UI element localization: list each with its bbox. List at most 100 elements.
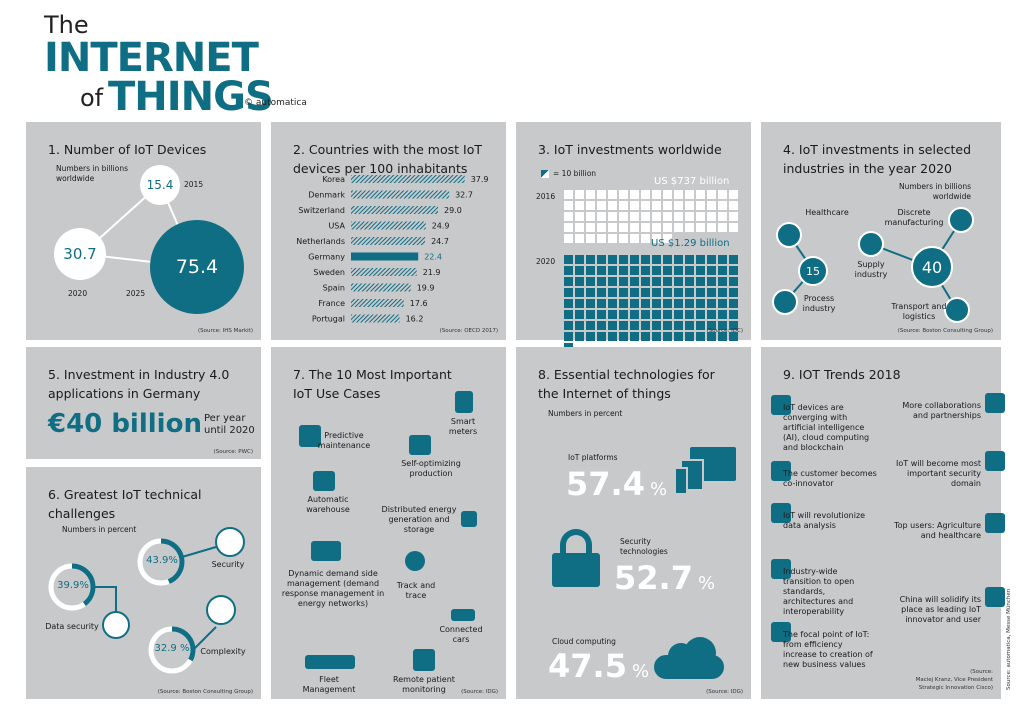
investment-square [619,288,628,297]
investment-square [729,266,738,275]
investment-square [674,255,683,264]
bar [351,299,404,307]
trend-text: The focal point of IoT: from efficiency … [783,630,873,669]
investment-square [652,277,661,286]
investment-square [586,234,595,243]
value-complexity: 32.9 % [154,643,190,654]
investment-square [674,321,683,330]
cloud-icon [654,637,724,679]
investment-square [619,212,628,221]
investment-square [564,299,573,308]
bar-label: Spain [323,284,345,293]
investment-square [641,255,650,264]
bar-label: Denmark [308,191,345,200]
investment-square [586,332,595,341]
investment-square [718,277,727,286]
investment-square [564,234,573,243]
investment-square [619,234,628,243]
source: (Source: IHS Markit) [197,328,253,334]
investment-square [630,310,639,319]
investment-square [729,223,738,232]
warehouse-icon [313,471,335,491]
charging-car-icon [311,541,341,561]
investment-square [707,288,716,297]
investment-square [718,310,727,319]
investment-square [729,277,738,286]
label-supply: Supply industry [854,260,888,279]
investment-square [652,223,661,232]
copyright: © automatica [244,98,307,108]
bubble-2020: 30.7 [54,228,106,280]
robot-arm-icon [948,207,974,233]
bar-value: 29.0 [444,206,462,215]
panel-challenges: 6. Greatest IoT technical challenges Num… [26,467,261,699]
investment-square [707,299,716,308]
label-complexity: Complexity [200,647,246,656]
medical-icon [413,649,435,671]
investment-square [586,201,595,210]
panel-use-cases: 7. The 10 Most Important IoT Use Cases P… [271,347,506,699]
trend-icon [771,622,791,642]
devices-icon [674,447,736,497]
value-data-security: 39.9% [57,580,89,591]
panel-title: 1. Number of IoT Devices [48,142,207,157]
investment-square [729,212,738,221]
investment-square [564,266,573,275]
value-security-tech: 52.7 % [614,559,716,597]
investment-square [586,266,595,275]
investment-square [597,234,606,243]
investment-square [729,321,738,330]
case-remote-patient: Remote patient monitoring [393,675,455,694]
investment-square [608,321,617,330]
investment-square [630,321,639,330]
investment-square [729,190,738,199]
investment-square [729,332,738,341]
trend-text: The customer becomes co-innovator [783,469,877,488]
car-icon [944,297,970,323]
investment-square [696,321,705,330]
title-of: of [80,84,104,112]
source: (Source: PWC) [213,449,253,455]
bar [351,268,417,276]
investment-square [586,288,595,297]
panel-title: 7. The 10 Most Important IoT Use Cases [293,367,452,401]
investment-square [586,321,595,330]
panel-title: 6. Greatest IoT technical challenges [48,487,202,521]
bar-label: Germany [308,253,345,262]
trend-icon [985,393,1005,413]
investment-square [685,332,694,341]
investment-square [641,212,650,221]
investment-square [597,310,606,319]
investment-square [696,212,705,221]
label-iot-platforms: IoT platforms [568,453,618,462]
investment-square [564,310,573,319]
bar-value: 24.7 [431,237,449,246]
investment-square [575,234,584,243]
investment-square [619,332,628,341]
investment-square [630,332,639,341]
panel-title: 2. Countries with the most IoT devices p… [293,142,482,176]
investment-square [630,201,639,210]
investment-square [608,299,617,308]
investment-square [707,310,716,319]
investment-square [663,299,672,308]
investment-square [718,212,727,221]
investment-square [597,212,606,221]
investment-square [663,266,672,275]
bar-label: Korea [322,175,345,184]
investment-square [608,310,617,319]
investment-square [685,223,694,232]
investment-square [674,288,683,297]
bar-label: USA [328,222,345,231]
investment-square [674,299,683,308]
case-smart-meters: Smart meters [448,417,478,436]
wrench-icon [299,425,321,447]
bar-label: Netherlands [296,237,345,246]
investment-square [608,201,617,210]
investment-square [564,332,573,341]
investment-square [663,255,672,264]
investment-square [696,288,705,297]
investment-square [685,212,694,221]
bar [351,206,438,214]
investment-square [707,212,716,221]
